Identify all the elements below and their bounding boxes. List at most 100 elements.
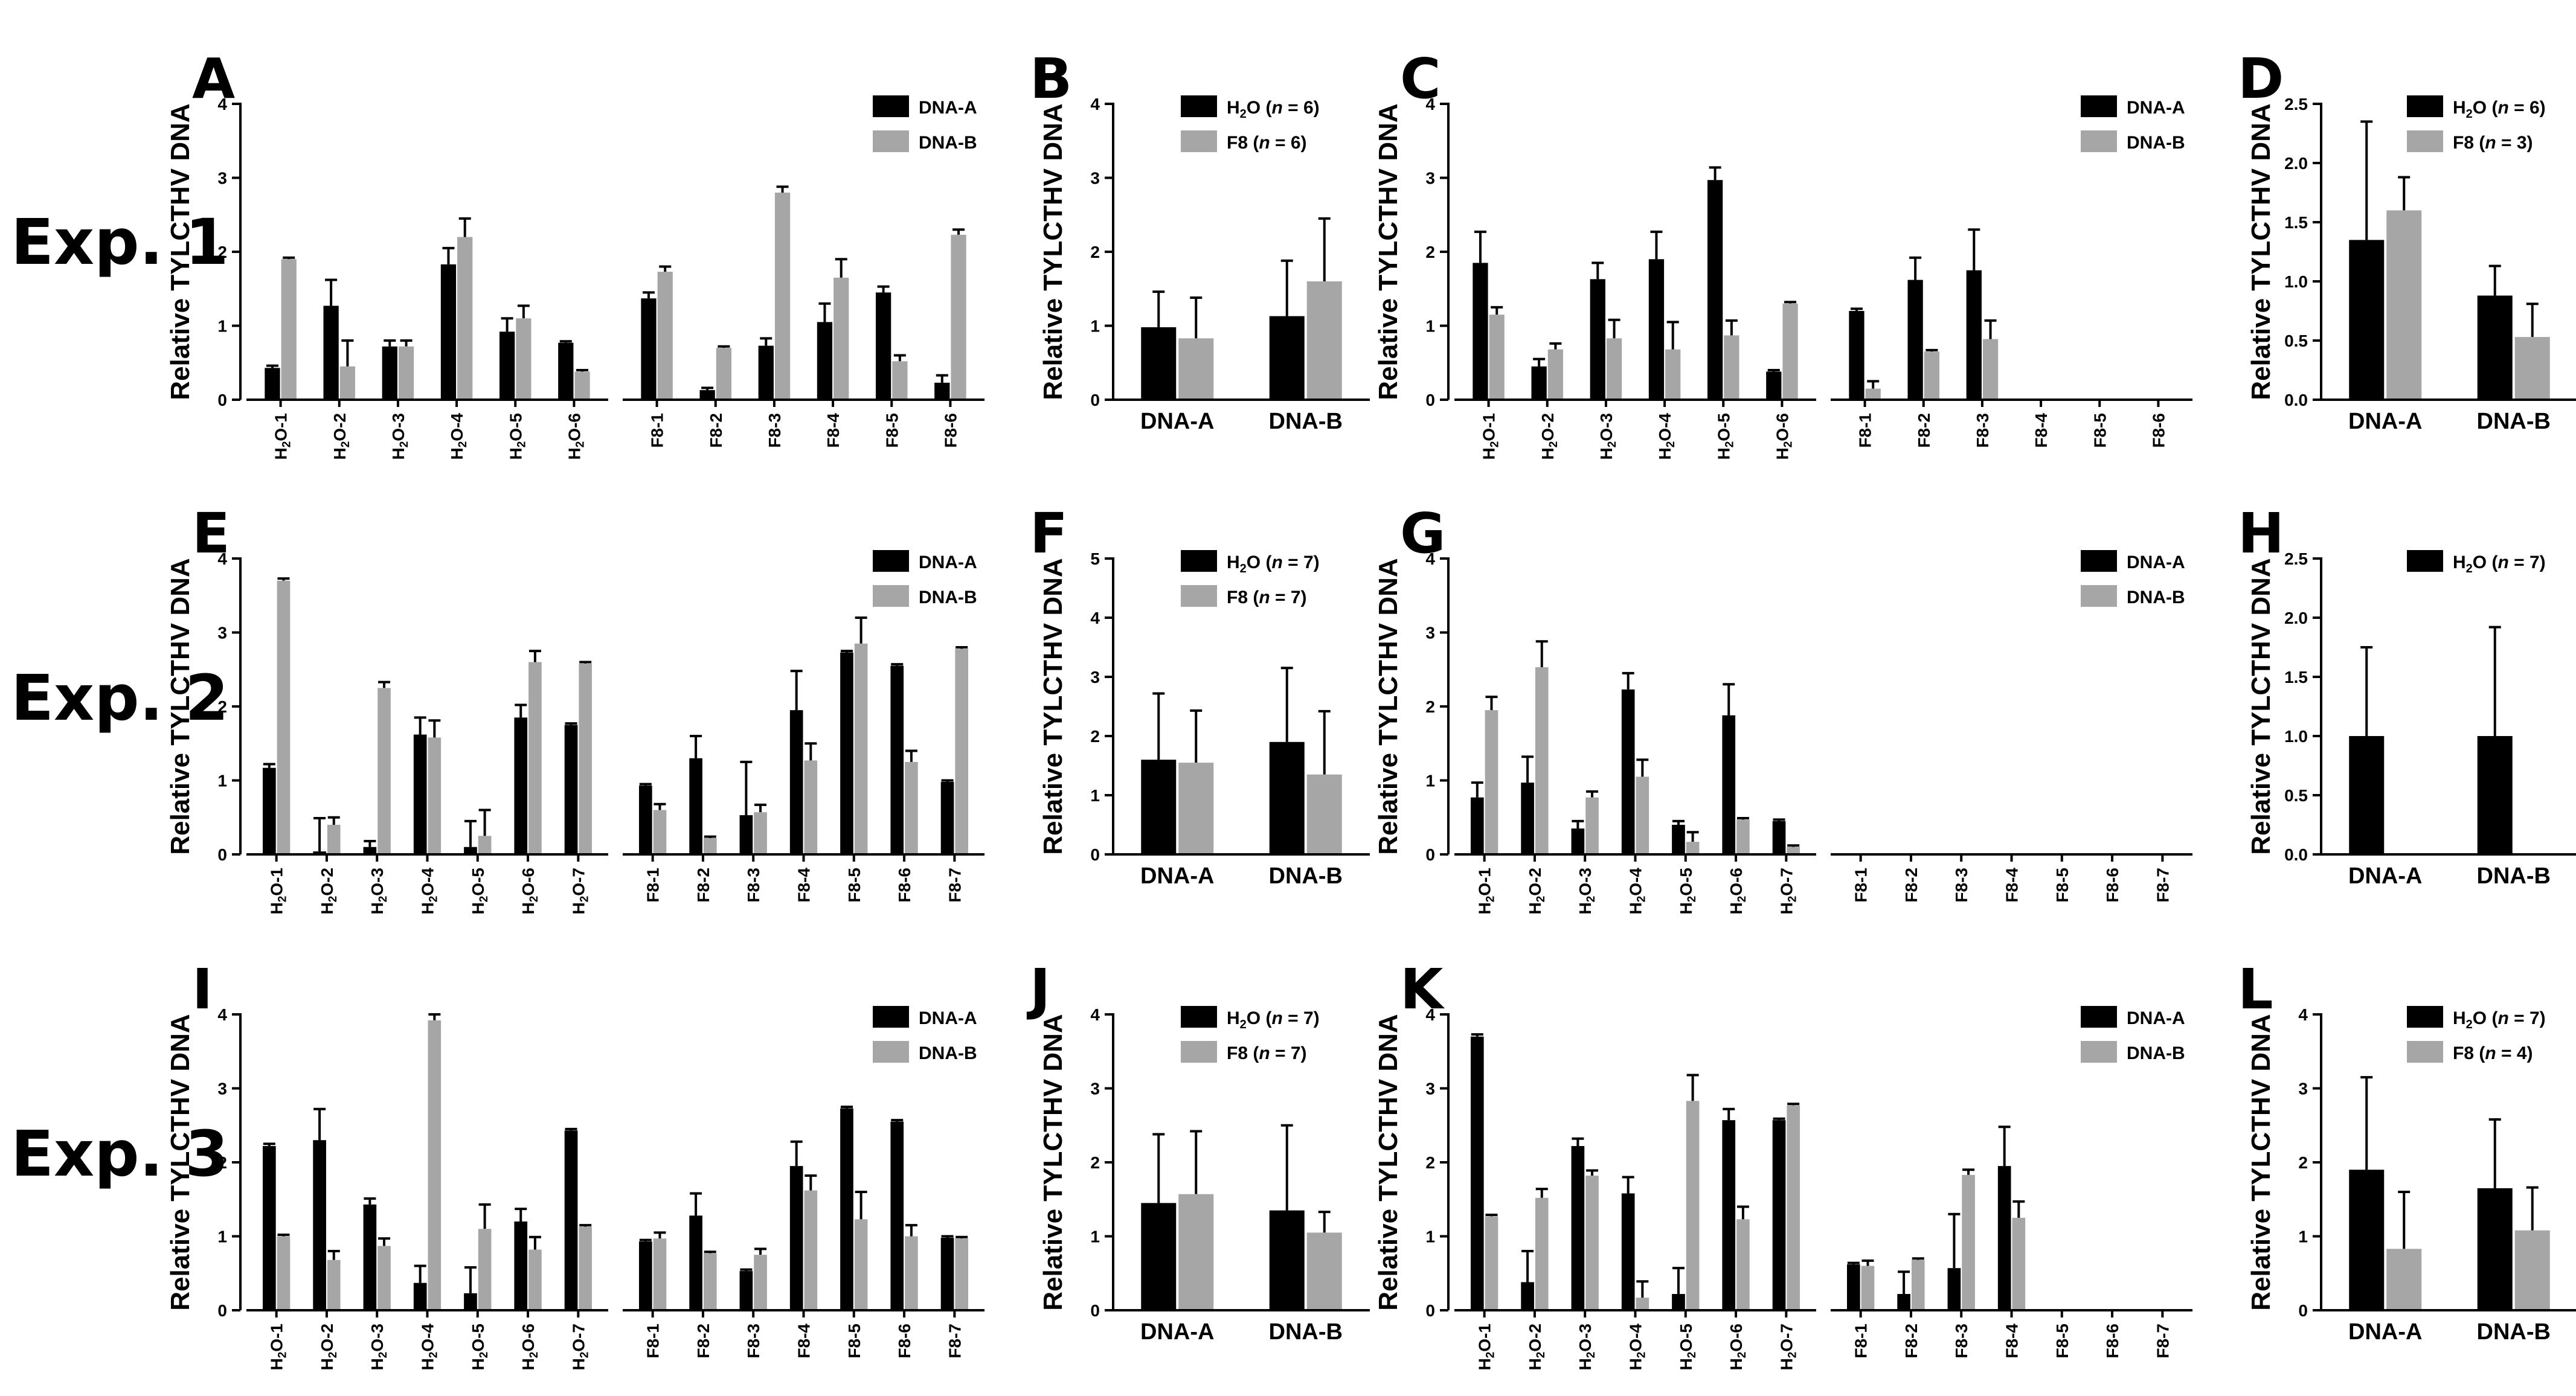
x-tick-label: F8-6 (2103, 868, 2122, 903)
y-axis-label: Relative TYLCTHV DNA (1038, 1014, 1068, 1310)
label-part: H (569, 1358, 588, 1370)
x-tick-label: H2O-5 (469, 868, 490, 915)
legend-swatch (2081, 95, 2117, 117)
bar (2514, 337, 2550, 400)
bar (940, 1237, 954, 1310)
label-part: O-6 (519, 1324, 538, 1352)
bar (1966, 270, 1982, 400)
label-sub: 2 (1585, 1352, 1598, 1359)
y-tick-label: 1 (1090, 317, 1100, 336)
legend-part: H (2453, 98, 2466, 118)
x-tick-label: H2O-7 (1777, 1324, 1799, 1371)
bar (428, 737, 442, 854)
bar (428, 1020, 442, 1310)
label-sub: 2 (1786, 1352, 1799, 1359)
bar (1846, 1264, 1860, 1310)
bar (464, 847, 477, 854)
legend-part: = 6) (1283, 98, 1320, 118)
y-tick-label: 3 (1090, 668, 1100, 687)
legend-label: DNA-B (2127, 1043, 2185, 1063)
x-category-label: DNA-A (1140, 409, 1214, 434)
legend-part: O ( (1247, 552, 1272, 572)
label-sub: 2 (1636, 1352, 1648, 1359)
bar (1141, 760, 1177, 854)
bar (413, 734, 427, 854)
legend-sub: 2 (1240, 562, 1247, 575)
y-tick-label: 1 (1090, 786, 1100, 805)
bar (499, 331, 515, 400)
y-tick-label: 4 (1425, 1005, 1435, 1024)
bar (854, 643, 868, 854)
bar (1787, 1105, 1800, 1310)
legend-n: n (1259, 133, 1270, 153)
y-tick-label: 4 (217, 549, 227, 568)
y-axis-label: Relative TYLCTHV DNA (1373, 558, 1403, 854)
bar (1269, 1210, 1305, 1310)
legend-part: = 3) (2496, 133, 2533, 153)
bar (2477, 295, 2513, 400)
x-tick-label: H2O-1 (1476, 868, 1497, 915)
bar (934, 382, 950, 400)
y-tick-label: 2.0 (2284, 154, 2308, 173)
legend-part: H (1227, 552, 1240, 572)
y-tick-label: 1.0 (2284, 727, 2308, 746)
label-part: O-6 (1727, 868, 1746, 896)
legend-swatch (873, 550, 909, 572)
y-tick-label: 4 (217, 95, 227, 114)
x-tick-label: F8-2 (1902, 868, 1921, 903)
bar (754, 1255, 767, 1310)
label-part: O-5 (1677, 868, 1695, 896)
legend-swatch (2081, 550, 2117, 572)
label-part: O-3 (1576, 868, 1595, 896)
legend-swatch (1181, 1006, 1217, 1028)
x-tick-label: F8-7 (2153, 1324, 2172, 1359)
x-tick-label: F8-4 (795, 1324, 814, 1359)
x-tick-label: H2O-7 (569, 1324, 591, 1371)
x-tick-label: H2O-1 (268, 868, 289, 915)
bar (440, 264, 457, 400)
bar (464, 1293, 477, 1310)
label-part: H (1727, 1358, 1746, 1370)
bar (277, 1236, 291, 1310)
legend-swatch (2407, 95, 2443, 117)
x-tick-label: H2O-6 (1727, 1324, 1749, 1371)
bar (951, 234, 966, 400)
label-sub: 2 (398, 441, 411, 448)
label-sub: 2 (528, 896, 541, 903)
label-sub: 2 (574, 441, 586, 448)
x-tick-label: F8-7 (945, 1324, 964, 1359)
legend-label: H2O (n = 6) (1227, 98, 1320, 121)
x-category-label: DNA-A (1140, 863, 1214, 889)
y-axis-label: Relative TYLCTHV DNA (1373, 1014, 1403, 1310)
bar (716, 348, 732, 400)
bar (789, 710, 803, 854)
label-sub: 2 (1786, 896, 1799, 903)
bar (1585, 797, 1599, 854)
label-part: O-6 (565, 413, 583, 441)
y-tick-label: 2.5 (2284, 95, 2308, 114)
y-tick-label: 1 (1425, 317, 1435, 336)
bar (1535, 667, 1549, 854)
panel-letter: C (1400, 46, 1441, 111)
bar (262, 767, 276, 854)
bar (1648, 259, 1665, 400)
label-sub: 2 (1686, 1352, 1698, 1359)
legend-swatch (1181, 130, 1217, 152)
legend-part: H (2453, 1008, 2466, 1028)
y-axis-label: Relative TYLCTHV DNA (2246, 1014, 2276, 1310)
bar (653, 1238, 667, 1310)
label-part: H (330, 447, 349, 459)
panel-letter: J (1026, 957, 1050, 1022)
panel-letter: I (192, 957, 213, 1022)
y-tick-label: 1.0 (2284, 272, 2308, 291)
bar (854, 1219, 868, 1310)
label-sub: 2 (1535, 896, 1547, 903)
label-sub: 2 (327, 1352, 339, 1359)
legend-n: n (1259, 1043, 1270, 1063)
y-tick-label: 4 (1090, 95, 1100, 114)
bar (1636, 1298, 1649, 1310)
y-tick-label: 4 (1425, 549, 1435, 568)
label-sub: 2 (578, 1352, 591, 1359)
legend-swatch (873, 585, 909, 607)
row-label-exp-2: Exp. 2 (11, 661, 229, 735)
